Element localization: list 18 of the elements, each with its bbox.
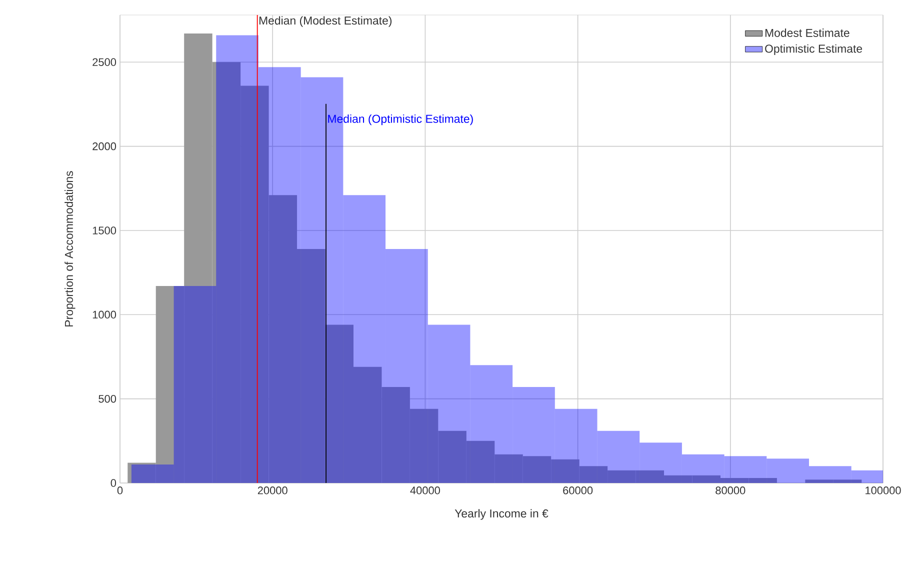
x-tick-label: 20000 [258, 486, 288, 494]
y-tick-label: 2500 [92, 58, 116, 66]
y-tick-label: 1500 [92, 226, 116, 234]
legend-label: Optimistic Estimate [765, 44, 862, 55]
legend-label: Modest Estimate [765, 28, 850, 37]
y-tick-label: 0 [110, 479, 116, 487]
x-axis-title: Yearly Income in € [454, 509, 548, 520]
y-tick-label: 2000 [92, 142, 116, 150]
y-tick-label: 500 [98, 394, 116, 403]
x-tick-label: 100000 [866, 486, 901, 494]
y-axis-title: Proportion of Accommodations [64, 171, 76, 326]
ref-line-label: Median (Modest Estimate) [259, 16, 392, 27]
y-tick-label: 1000 [92, 310, 116, 319]
x-tick-label: 40000 [410, 486, 440, 494]
ref-line-label: Median (Optimistic Estimate) [328, 114, 473, 126]
x-tick-label: 60000 [563, 486, 593, 494]
x-tick-label: 80000 [716, 486, 746, 494]
x-tick-label: 0 [117, 486, 123, 494]
